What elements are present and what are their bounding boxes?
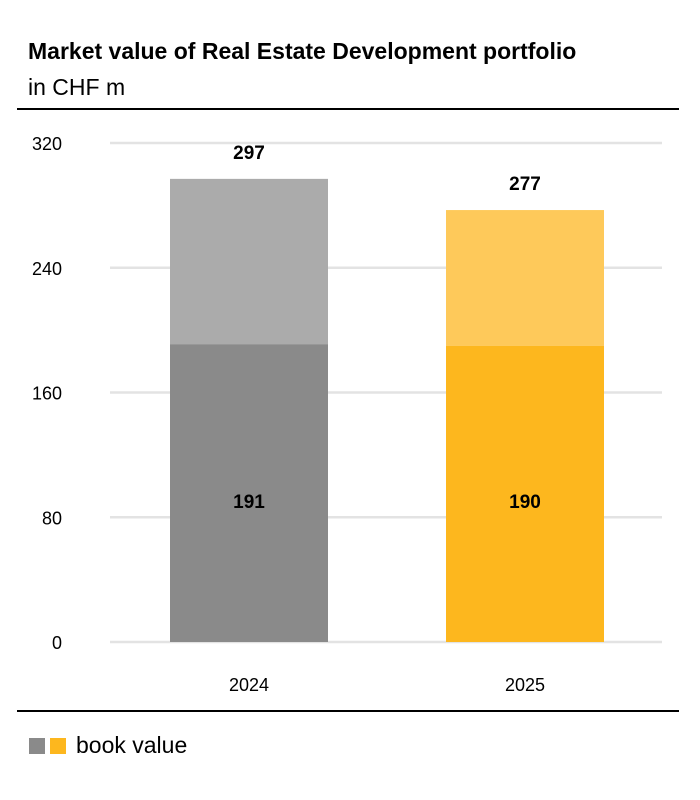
legend: book value bbox=[29, 732, 187, 759]
bar-book-value-2025 bbox=[446, 345, 604, 642]
bar-market-value-2024 bbox=[170, 178, 328, 345]
top-divider bbox=[17, 108, 679, 110]
y-tick-label: 240 bbox=[32, 259, 62, 279]
data-label-market-2025: 277 bbox=[509, 174, 541, 195]
bar-chart: 0 80 160 240 320 297 191 2024 277 190 2025 bbox=[32, 134, 662, 695]
bar-book-value-2024 bbox=[170, 344, 328, 642]
bottom-divider bbox=[17, 710, 679, 712]
y-tick-label: 160 bbox=[32, 384, 62, 404]
chart-title: Market value of Real Estate Development … bbox=[28, 38, 577, 64]
legend-label: book value bbox=[76, 732, 188, 758]
data-label-book-2024: 191 bbox=[233, 492, 265, 513]
y-tick-label: 80 bbox=[42, 508, 62, 528]
x-tick-label: 2024 bbox=[229, 675, 269, 695]
bar-market-value-2025 bbox=[446, 210, 604, 346]
data-label-book-2025: 190 bbox=[509, 492, 541, 513]
y-tick-label: 0 bbox=[52, 633, 62, 653]
chart-subtitle: in CHF m bbox=[28, 74, 126, 100]
x-tick-label: 2025 bbox=[505, 675, 545, 695]
data-label-market-2024: 297 bbox=[233, 143, 265, 164]
legend-swatch-orange bbox=[50, 737, 66, 754]
y-tick-label: 320 bbox=[32, 134, 62, 154]
legend-swatch-gray bbox=[29, 737, 45, 754]
